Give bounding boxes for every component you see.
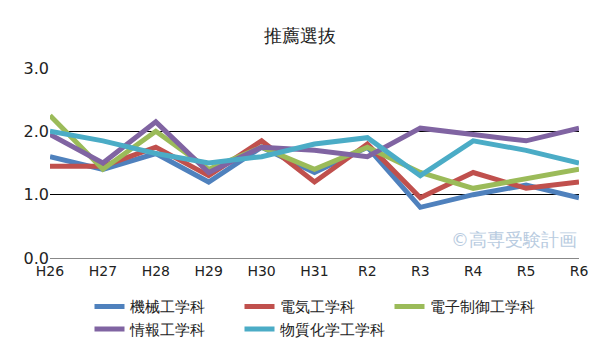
svg-text:2.0: 2.0	[24, 122, 49, 141]
svg-text:©高専受験計画: ©高専受験計画	[451, 229, 577, 250]
svg-text:H28: H28	[142, 263, 170, 279]
svg-text:1.0: 1.0	[24, 185, 49, 204]
svg-text:0.0: 0.0	[24, 249, 49, 268]
svg-text:H27: H27	[89, 263, 117, 279]
svg-text:H30: H30	[247, 263, 275, 279]
svg-text:R5: R5	[517, 263, 536, 279]
svg-text:物質化学工学科: 物質化学工学科	[280, 321, 385, 339]
svg-text:H26: H26	[36, 263, 64, 279]
svg-text:情報工学科: 情報工学科	[129, 321, 205, 339]
svg-text:H29: H29	[195, 263, 223, 279]
svg-text:推薦選抜: 推薦選抜	[264, 25, 336, 46]
svg-text:電子制御工学科: 電子制御工学科	[430, 298, 535, 316]
svg-text:R3: R3	[411, 263, 430, 279]
svg-text:電気工学科: 電気工学科	[280, 298, 355, 316]
svg-text:機械工学科: 機械工学科	[130, 298, 205, 316]
svg-text:H31: H31	[300, 263, 328, 279]
svg-text:R6: R6	[570, 263, 589, 279]
svg-text:R4: R4	[464, 263, 483, 279]
svg-text:3.0: 3.0	[24, 59, 49, 78]
svg-text:R2: R2	[358, 263, 377, 279]
